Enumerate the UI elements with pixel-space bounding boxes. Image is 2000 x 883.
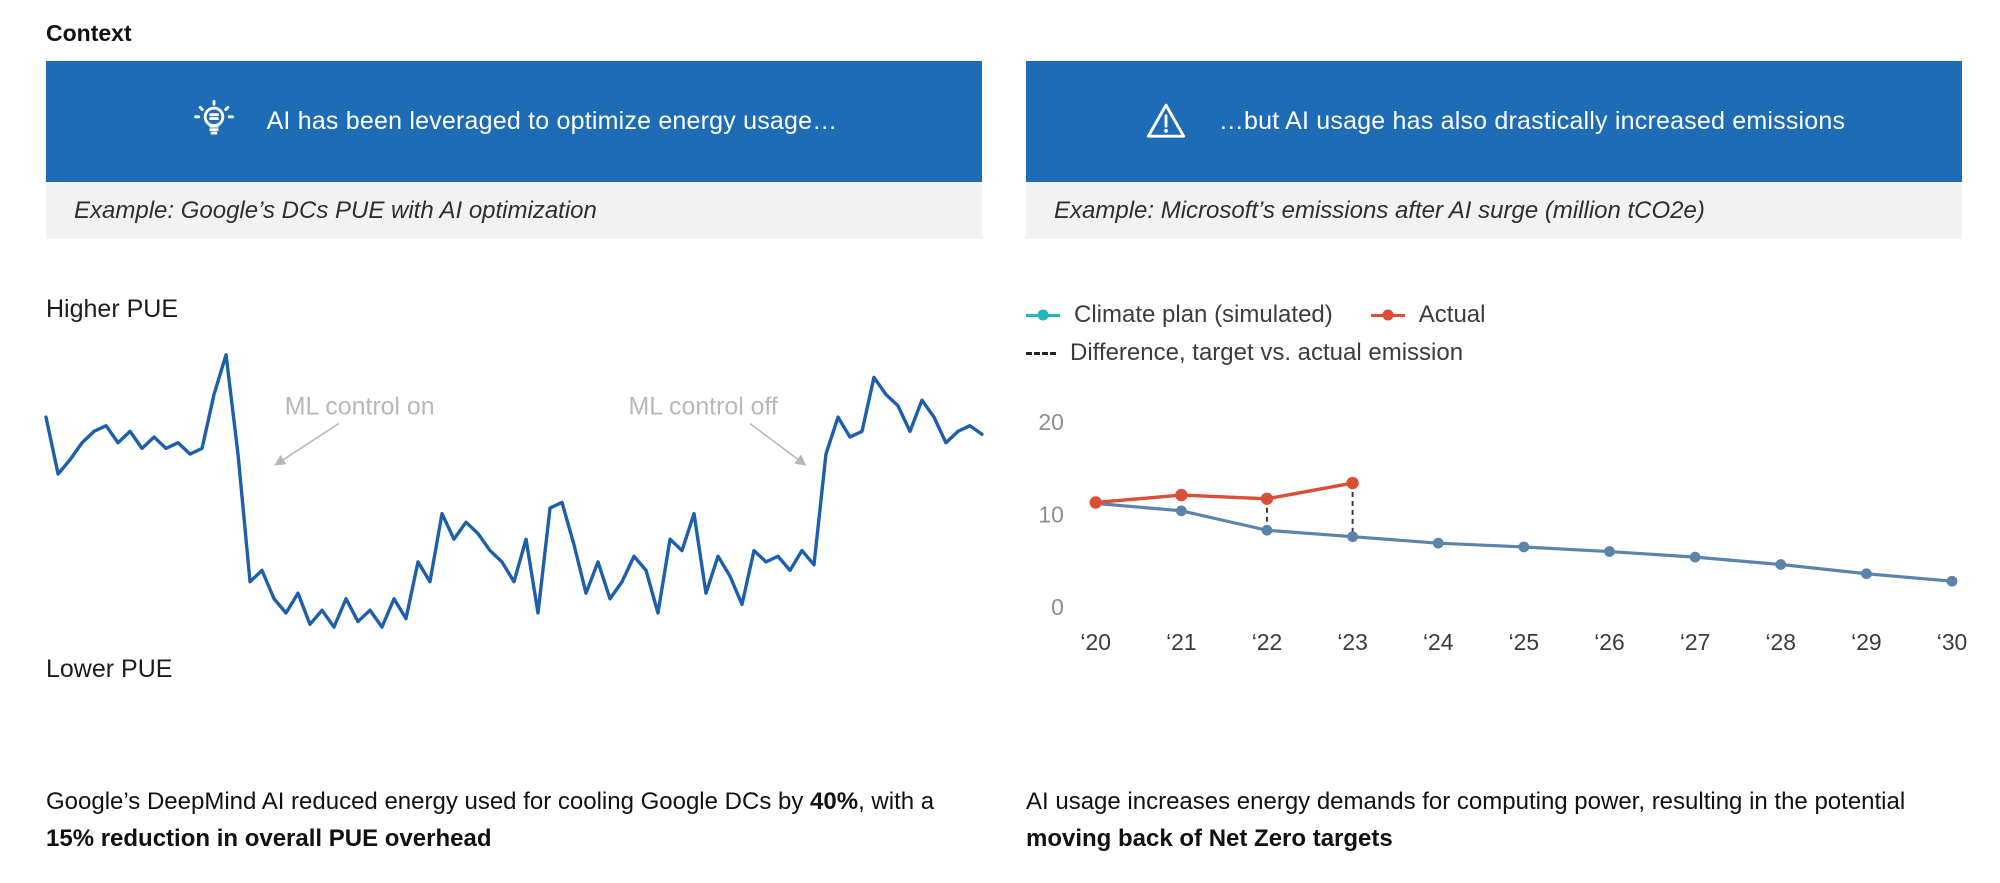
legend-label-actual: Actual: [1418, 301, 1486, 328]
x-tick-label: ‘21: [1166, 629, 1197, 655]
climate-plan-marker-icon: [1026, 313, 1060, 317]
annotation-ml-control-on: ML control on: [285, 393, 435, 421]
actual-point: [1089, 496, 1102, 509]
legend-item-climate-plan: Climate plan (simulated): [1026, 301, 1333, 329]
chart-legend: Climate plan (simulated) Actual Differen…: [1026, 301, 1962, 367]
pue-chart: ML control on ML control off: [44, 353, 984, 629]
left-banner-text: AI has been leveraged to optimize energy…: [266, 107, 838, 135]
right-subtitle: Example: Microsoft’s emissions after AI …: [1026, 182, 1962, 239]
plan-point: [1775, 559, 1787, 570]
emissions-chart: 0 10 20 ‘20 ‘21 ‘22 ‘23 ‘24 ‘25 ‘26 ‘27 ‘28 ‘29 ‘30: [1038, 409, 1967, 655]
plan-point: [1347, 531, 1358, 543]
left-caption-bold-2: 15% reduction in overall PUE overhead: [46, 824, 492, 852]
left-banner: AI has been leveraged to optimize energy…: [46, 61, 982, 182]
right-banner-text: …but AI usage has also drastically incre…: [1218, 107, 1846, 135]
plan-point: [1432, 537, 1444, 549]
right-caption-bold-1: moving back of Net Zero targets: [1026, 824, 1393, 852]
x-tick-label: ‘24: [1423, 629, 1454, 655]
higher-pue-label: Higher PUE: [46, 295, 178, 323]
warning-icon: [1146, 103, 1185, 138]
left-panel: AI has been leveraged to optimize energy…: [44, 61, 984, 857]
plan-point: [1604, 546, 1615, 557]
legend-row-2: Difference, target vs. actual emission: [1026, 339, 1962, 367]
page-title: Context: [46, 20, 132, 46]
right-panel: …but AI usage has also drastically incre…: [1026, 61, 1967, 857]
x-tick-label: ‘20: [1080, 629, 1111, 655]
x-tick-label: ‘30: [1937, 629, 1968, 655]
plan-point: [1861, 568, 1872, 580]
left-subtitle: Example: Google’s DCs PUE with AI optimi…: [46, 182, 982, 239]
legend-label-climate-plan: Climate plan (simulated): [1074, 301, 1333, 328]
pue-line: [44, 353, 984, 629]
actual-point: [1175, 488, 1188, 502]
lower-pue-label: Lower PUE: [46, 654, 173, 683]
x-tick-label: ‘25: [1509, 629, 1540, 655]
panels: AI has been leveraged to optimize energy…: [44, 61, 1967, 857]
difference-dash-icon: [1026, 351, 1056, 355]
left-caption-text-1: Google’s DeepMind AI reduced energy used…: [46, 787, 811, 815]
plan-point: [1261, 524, 1273, 536]
x-tick-label: ‘22: [1252, 629, 1283, 655]
actual-line: [1095, 481, 1353, 505]
x-tick-label: ‘27: [1680, 629, 1711, 655]
right-caption: AI usage increases energy demands for co…: [1026, 783, 1962, 857]
plan-point: [1518, 541, 1530, 553]
y-tick-label: 10: [1038, 501, 1063, 527]
left-caption: Google’s DeepMind AI reduced energy used…: [46, 783, 982, 857]
annotation-arrow-off: [749, 422, 807, 466]
left-caption-text-2: , with a: [858, 787, 935, 815]
x-tick-label: ‘29: [1851, 629, 1882, 655]
y-tick-label: 20: [1038, 409, 1063, 435]
legend-label-difference: Difference, target vs. actual emission: [1070, 339, 1464, 366]
y-tick-label: 0: [1051, 594, 1064, 620]
lightbulb-icon: [193, 99, 234, 135]
annotation-ml-control-off: ML control off: [629, 393, 778, 421]
actual-point: [1346, 476, 1359, 490]
annotation-arrow-on: [274, 422, 340, 466]
right-caption-text-1: AI usage increases energy demands for co…: [1026, 787, 1906, 815]
plan-point: [1175, 505, 1187, 517]
x-tick-label: ‘28: [1765, 629, 1796, 655]
x-tick-label: ‘26: [1594, 629, 1625, 655]
plan-point: [1689, 551, 1701, 563]
right-banner: …but AI usage has also drastically incre…: [1026, 61, 1962, 182]
legend-row-1: Climate plan (simulated) Actual: [1026, 301, 1962, 329]
legend-item-difference: Difference, target vs. actual emission: [1026, 339, 1463, 367]
legend-item-actual: Actual: [1370, 301, 1486, 329]
actual-point: [1260, 492, 1274, 505]
x-tick-label: ‘23: [1337, 629, 1368, 655]
left-caption-bold-1: 40%: [810, 787, 859, 815]
plan-point: [1946, 575, 1958, 587]
actual-marker-icon: [1370, 313, 1405, 317]
